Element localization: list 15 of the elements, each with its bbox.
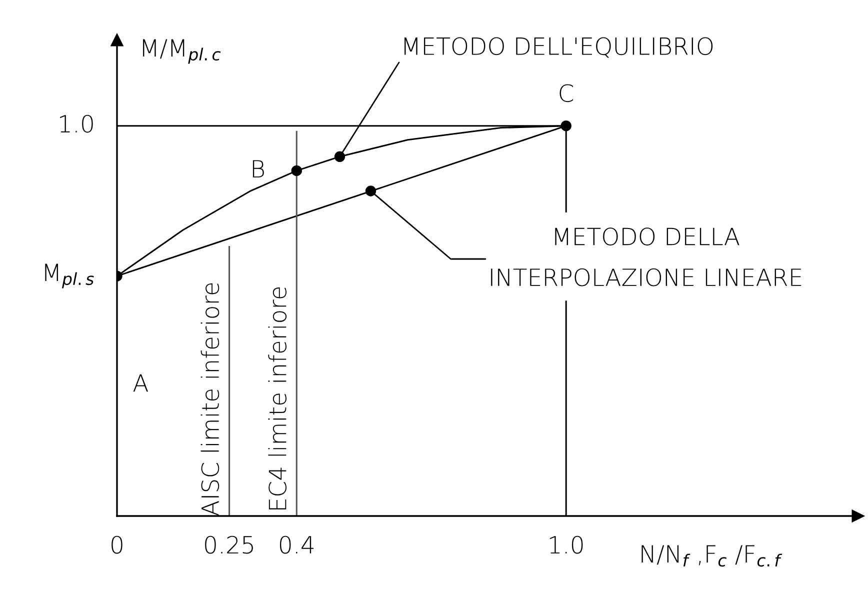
y-axis-title: M/M$_{pl.c}$ — [143, 39, 221, 64]
x-tick-label: 0.25 — [205, 536, 253, 554]
annotation: B — [252, 160, 264, 178]
annotation: METODO DELLA INTERPOLAZIONE LINEARE — [491, 228, 802, 286]
annotation: A — [133, 374, 148, 392]
x-tick-label: 0 — [112, 536, 122, 554]
annotation: M$_{pl.s}$ — [45, 264, 94, 288]
text: C — [560, 84, 574, 102]
x-tick-label: 1.0 — [550, 536, 583, 554]
annotation: METODO DELL'EQUILIBRIO — [404, 37, 713, 58]
annotation: 1.0 — [60, 114, 93, 133]
x-tick-label: 0.4 — [280, 536, 314, 554]
annotation: AISC limite inferiore — [200, 283, 220, 516]
x-axis-title: N/N$_{f}$ ,F$_{c}$ /F$_{c.f}$ — [642, 545, 782, 567]
annotation: EC4 limite inferiore — [268, 287, 287, 510]
